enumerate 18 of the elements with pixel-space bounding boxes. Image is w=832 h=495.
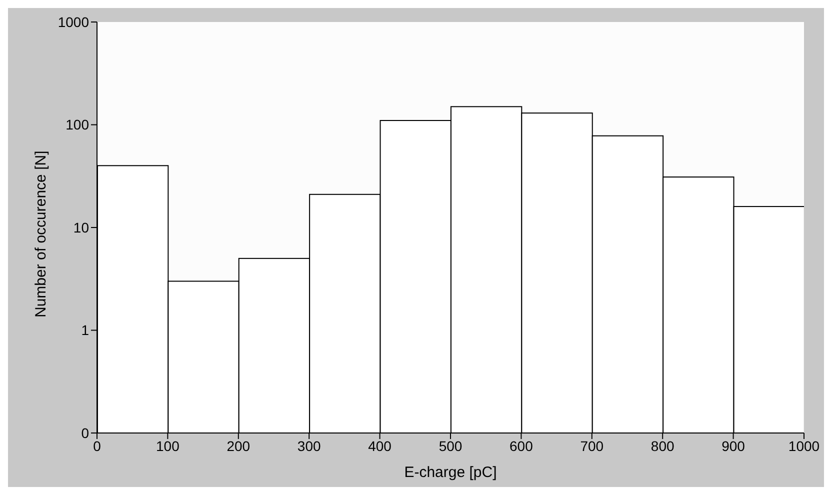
y-tick-label: 10	[73, 219, 90, 236]
x-tick-label: 500	[438, 438, 462, 454]
y-axis-title: Number of occurence [N]	[32, 150, 50, 318]
y-tick-label: 1	[81, 322, 90, 338]
x-tick-label: 300	[297, 438, 321, 454]
x-tick-label: 200	[226, 438, 250, 454]
x-tick-label: 900	[722, 438, 746, 454]
x-tick-label: 100	[156, 438, 180, 454]
x-tick-label: 600	[510, 438, 534, 454]
x-tick-label: 700	[580, 438, 604, 454]
x-tick-label: 0	[93, 438, 102, 454]
y-tick-label: 1000	[58, 14, 90, 30]
x-tick-label: 800	[650, 438, 674, 454]
y-tick-label: 0	[81, 424, 90, 441]
x-tick-label: 400	[368, 438, 392, 454]
y-tick-label: 100	[66, 116, 90, 133]
x-tick-label: 1000	[788, 438, 820, 454]
x-axis-title: E-charge [pC]	[404, 464, 497, 481]
